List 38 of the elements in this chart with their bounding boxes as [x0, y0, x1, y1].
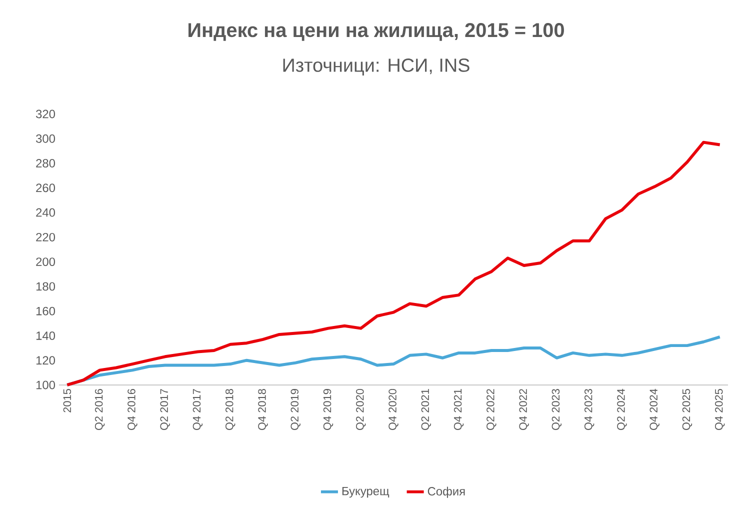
- x-tick-label: Q4 2016: [128, 389, 138, 430]
- legend-label: Букурещ: [342, 486, 390, 498]
- x-tick-label: Q2 2017: [160, 389, 170, 430]
- x-tick-label: Q2 2018: [225, 389, 236, 430]
- y-tick-label: 240: [36, 208, 56, 217]
- x-tick-label: Q4 2022: [519, 389, 529, 430]
- y-tick-label: 260: [36, 184, 56, 192]
- x-tick-label: Q4 2020: [388, 388, 398, 430]
- y-tick-label: 140: [36, 331, 56, 340]
- chart-subtitle: Източници: НСИ, INS: [283, 58, 470, 76]
- legend-label: София: [428, 486, 465, 498]
- x-tick-label: Q4 2024: [650, 388, 660, 430]
- x-tick-label: Q2 2020: [356, 388, 366, 430]
- y-tick-label: 300: [36, 134, 56, 143]
- x-tick-label: Q2 2019: [290, 389, 300, 430]
- x-tick-label: Q2 2016: [94, 389, 105, 430]
- x-tick-label: Q2 2022: [486, 389, 496, 430]
- x-tick-label: Q2 2021: [421, 389, 431, 430]
- y-tick-label: 100: [36, 380, 56, 390]
- line-series: [66, 140, 722, 386]
- x-tick-label: Q2 2023: [552, 389, 562, 430]
- y-tick-label: 120: [36, 356, 56, 365]
- x-tick-label: 2015: [63, 388, 72, 412]
- x-tick-label: Q4 2023: [584, 389, 594, 430]
- x-tick-label: Q4 2025: [715, 388, 725, 430]
- y-tick-label: 220: [36, 232, 56, 242]
- chart-title: Индекс на цени на жилища, 2015 = 100: [188, 23, 564, 41]
- x-tick-label: Q4 2017: [192, 389, 203, 430]
- x-tick-label: Q4 2019: [323, 389, 334, 430]
- x-tick-label: Q2 2025: [682, 388, 692, 430]
- y-tick-label: 200: [36, 258, 56, 266]
- y-tick-label: 320: [36, 110, 56, 118]
- x-tick-label: Q2 2024: [617, 388, 627, 430]
- y-tick-label: 280: [36, 159, 56, 168]
- x-tick-label: Q4 2021: [454, 389, 464, 430]
- y-tick-label: 180: [36, 282, 56, 291]
- x-tick-label: Q4 2018: [258, 389, 268, 430]
- y-tick-label: 160: [36, 306, 56, 316]
